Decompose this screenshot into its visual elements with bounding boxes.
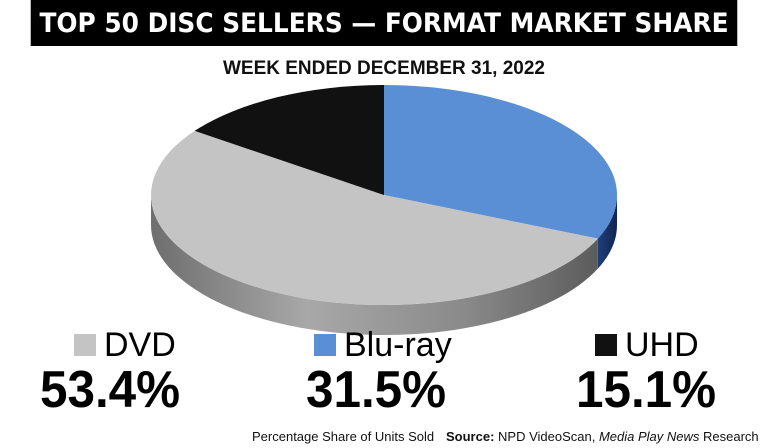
- pie-slice-dvd: [151, 130, 598, 305]
- value-label-dvd: 53.4%: [40, 361, 181, 419]
- chart-title: TOP 50 DISC SELLERS — FORMAT MARKET SHAR…: [30, 0, 738, 46]
- legend-swatch-dvd: [74, 334, 96, 356]
- pie-slice-uhd: [194, 85, 384, 195]
- legend-label-dvd: DVD: [104, 326, 176, 364]
- footer-source-suffix: Research: [699, 429, 759, 444]
- value-label-bluray: 31.5%: [306, 361, 447, 419]
- chart-subtitle: WEEK ENDED DECEMBER 31, 2022: [222, 58, 546, 79]
- footer-note: Percentage Share of Units Sold: [252, 429, 435, 444]
- legend-label-bluray: Blu-ray: [344, 326, 452, 364]
- legend-item-dvd: DVD: [74, 328, 176, 362]
- value-label-uhd: 15.1%: [576, 361, 717, 419]
- footer-source: Source: NPD VideoScan, Media Play News R…: [446, 429, 759, 444]
- legend-swatch-uhd: [595, 334, 617, 356]
- footer-source-publication: Media Play News: [598, 429, 700, 444]
- pie-side-dvd: [151, 195, 598, 336]
- pie-side-bluray: [597, 195, 617, 269]
- legend-item-bluray: Blu-ray: [314, 328, 452, 362]
- legend-item-uhd: UHD: [595, 328, 699, 362]
- pie-slice-bluray: [384, 85, 617, 239]
- footer-source-text: NPD VideoScan,: [494, 429, 599, 444]
- legend-swatch-bluray: [314, 334, 336, 356]
- legend-label-uhd: UHD: [625, 326, 699, 364]
- footer-source-label: Source:: [446, 429, 495, 444]
